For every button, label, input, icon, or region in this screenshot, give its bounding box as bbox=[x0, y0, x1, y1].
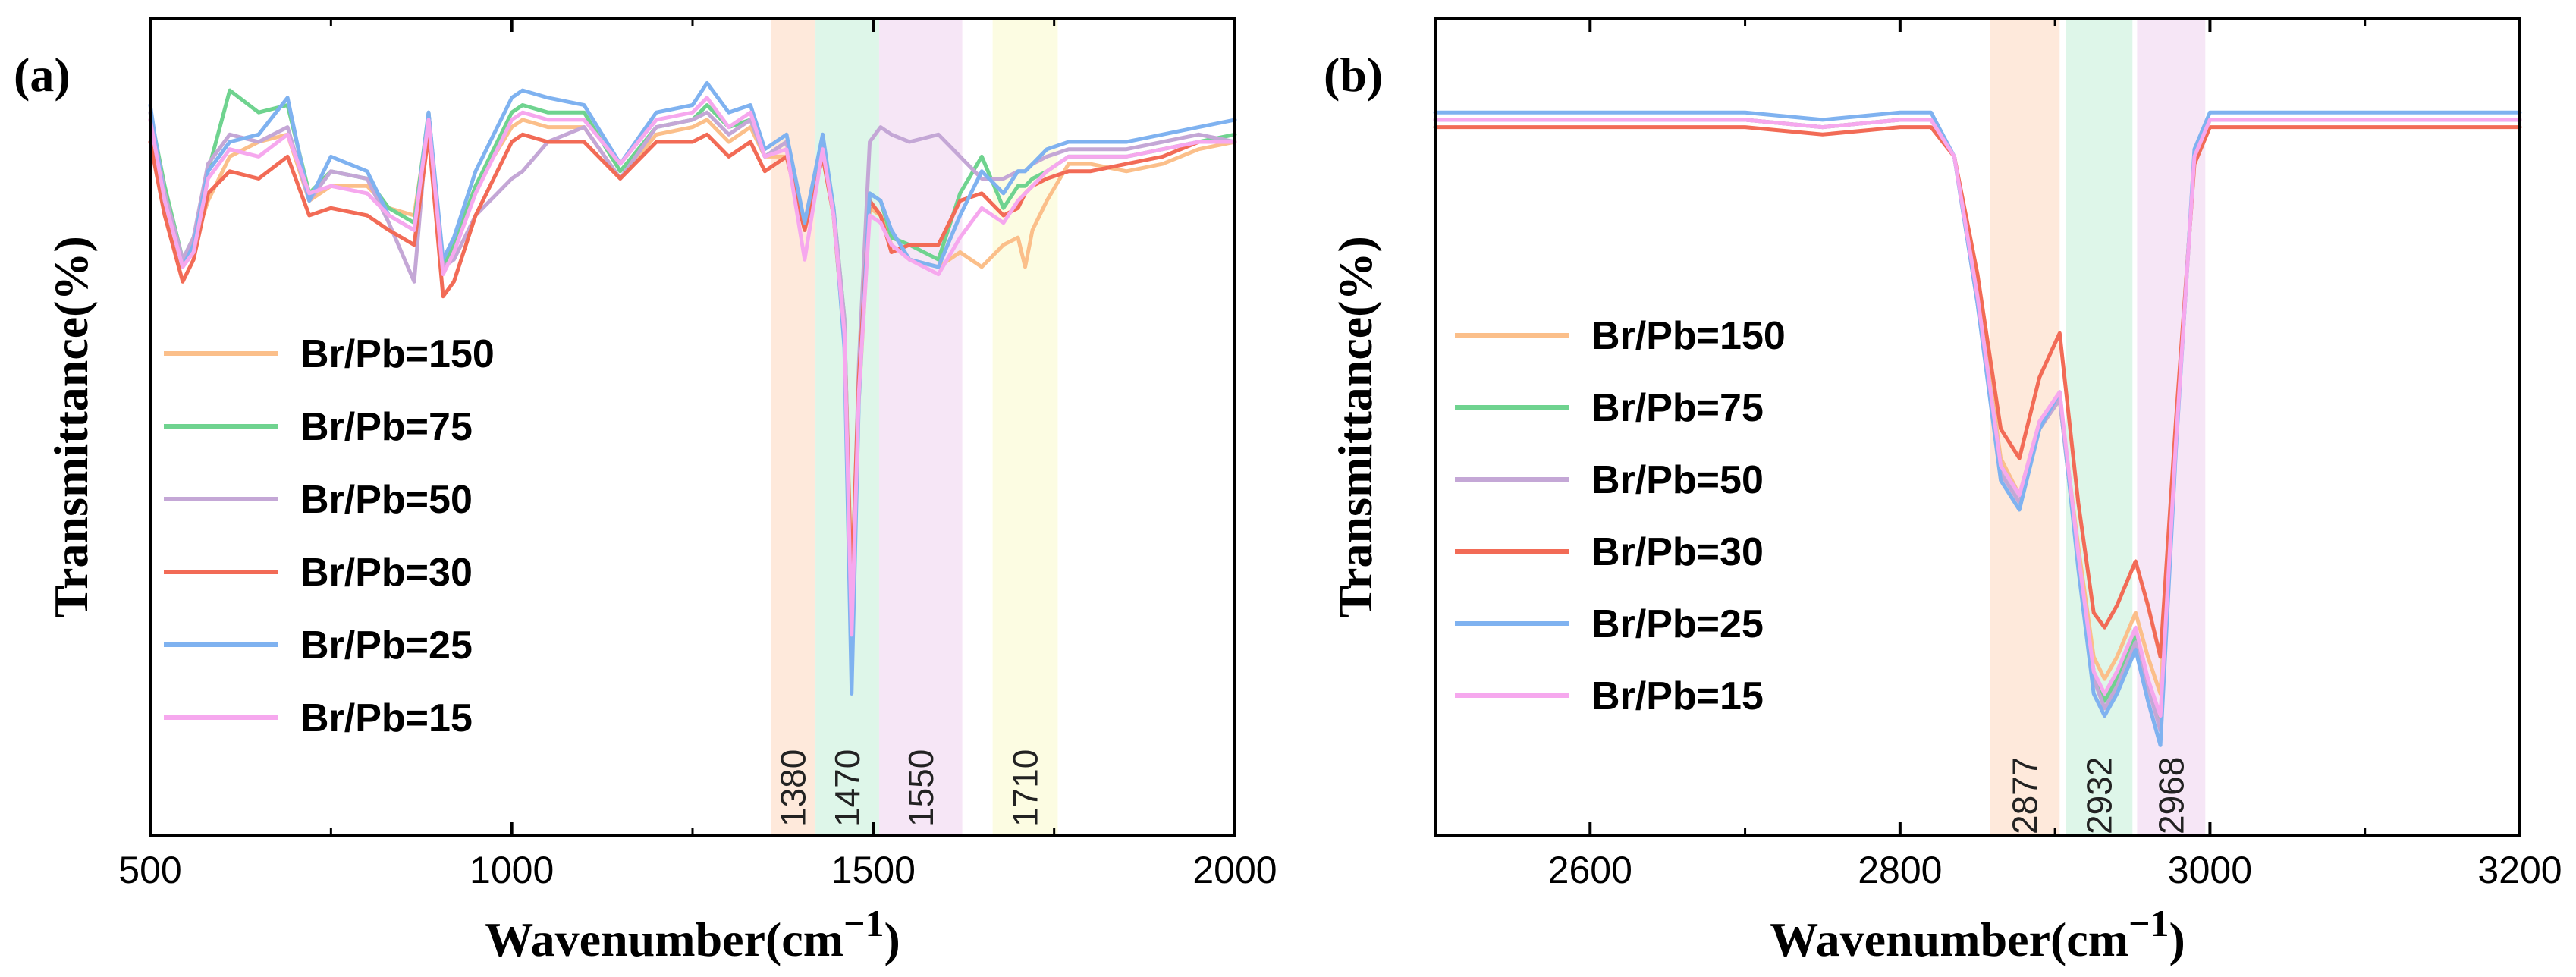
legend-label: Br/Pb=75 bbox=[300, 405, 473, 449]
band-label: 2932 bbox=[2079, 757, 2119, 834]
x-tick-label: 3200 bbox=[2477, 849, 2562, 891]
x-axis-title-main: Wavenumber(cm bbox=[485, 913, 843, 966]
legend-label: Br/Pb=15 bbox=[300, 696, 473, 740]
x-tick-label: 1500 bbox=[831, 849, 916, 891]
series-line-br-pb-30 bbox=[1433, 125, 2522, 659]
highlight-band bbox=[2066, 20, 2133, 834]
legend-label: Br/Pb=50 bbox=[300, 478, 473, 522]
x-tick-label: 3000 bbox=[2168, 849, 2252, 891]
plot-frame bbox=[1434, 17, 2521, 837]
x-tick-label: 2600 bbox=[1548, 849, 1632, 891]
x-tick-label: 2000 bbox=[1192, 849, 1277, 891]
panel-label: (a) bbox=[14, 48, 71, 102]
highlight-band bbox=[2137, 20, 2206, 834]
legend: Br/Pb=150 Br/Pb=75 Br/Pb=50 Br/Pb=30 Br/Pb=2… bbox=[164, 332, 495, 740]
legend-label: Br/Pb=150 bbox=[1591, 314, 1786, 358]
y-axis-title: Transmittance(%) bbox=[44, 236, 98, 618]
x-axis-title: Wavenumber(cm−1) bbox=[485, 902, 900, 966]
x-axis-title: Wavenumber(cm−1) bbox=[1770, 902, 2185, 966]
legend-label: Br/Pb=150 bbox=[300, 332, 495, 376]
legend-label: Br/Pb=25 bbox=[1591, 602, 1764, 646]
y-axis-title: Transmittance(%) bbox=[1328, 236, 1382, 618]
panel-label: (b) bbox=[1324, 48, 1383, 102]
band-label: 1470 bbox=[828, 749, 867, 827]
legend-label: Br/Pb=25 bbox=[300, 624, 473, 668]
series-line-br-pb-25 bbox=[1433, 110, 2522, 747]
legend-label: Br/Pb=75 bbox=[1591, 386, 1764, 430]
x-axis-title-superscript: −1 bbox=[2128, 902, 2169, 944]
legend-label: Br/Pb=30 bbox=[300, 551, 473, 595]
x-tick-label: 2800 bbox=[1858, 849, 1942, 891]
legend-label: Br/Pb=15 bbox=[1591, 674, 1764, 718]
x-tick-label: 500 bbox=[118, 849, 181, 891]
series-line-br-pb-30 bbox=[148, 132, 1237, 593]
highlight-band bbox=[992, 20, 1058, 834]
panel-a: 1380 1470 1550 1710 500 1000 1500 2000 (a) Transm… bbox=[14, 17, 1277, 966]
panel-b: 2877 2932 2968 2600 2800 3000 3200 (b) Transmitt… bbox=[1324, 17, 2562, 966]
x-axis-title-superscript: −1 bbox=[843, 902, 884, 944]
series-line-br-pb-150 bbox=[148, 118, 1237, 586]
series-line-br-pb-15 bbox=[148, 96, 1237, 637]
band-label: 1550 bbox=[901, 749, 941, 827]
legend-label: Br/Pb=50 bbox=[1591, 458, 1764, 502]
band-label: 2968 bbox=[2151, 757, 2191, 834]
x-axis-title-main: Wavenumber(cm bbox=[1770, 913, 2128, 966]
x-axis-title-close: ) bbox=[2169, 913, 2185, 966]
x-tick-label: 1000 bbox=[470, 849, 554, 891]
band-label: 2877 bbox=[2005, 757, 2044, 834]
highlight-band bbox=[878, 20, 963, 834]
legend: Br/Pb=150 Br/Pb=75 Br/Pb=50 Br/Pb=30 Br/Pb=2… bbox=[1455, 314, 1786, 718]
band-label: 1710 bbox=[1006, 749, 1045, 827]
legend-label: Br/Pb=30 bbox=[1591, 530, 1764, 574]
x-axis-title-close: ) bbox=[884, 913, 900, 966]
series-line-br-pb-25 bbox=[148, 80, 1237, 696]
band-label: 1380 bbox=[774, 749, 813, 827]
series-line-br-pb-15 bbox=[1433, 118, 2522, 718]
